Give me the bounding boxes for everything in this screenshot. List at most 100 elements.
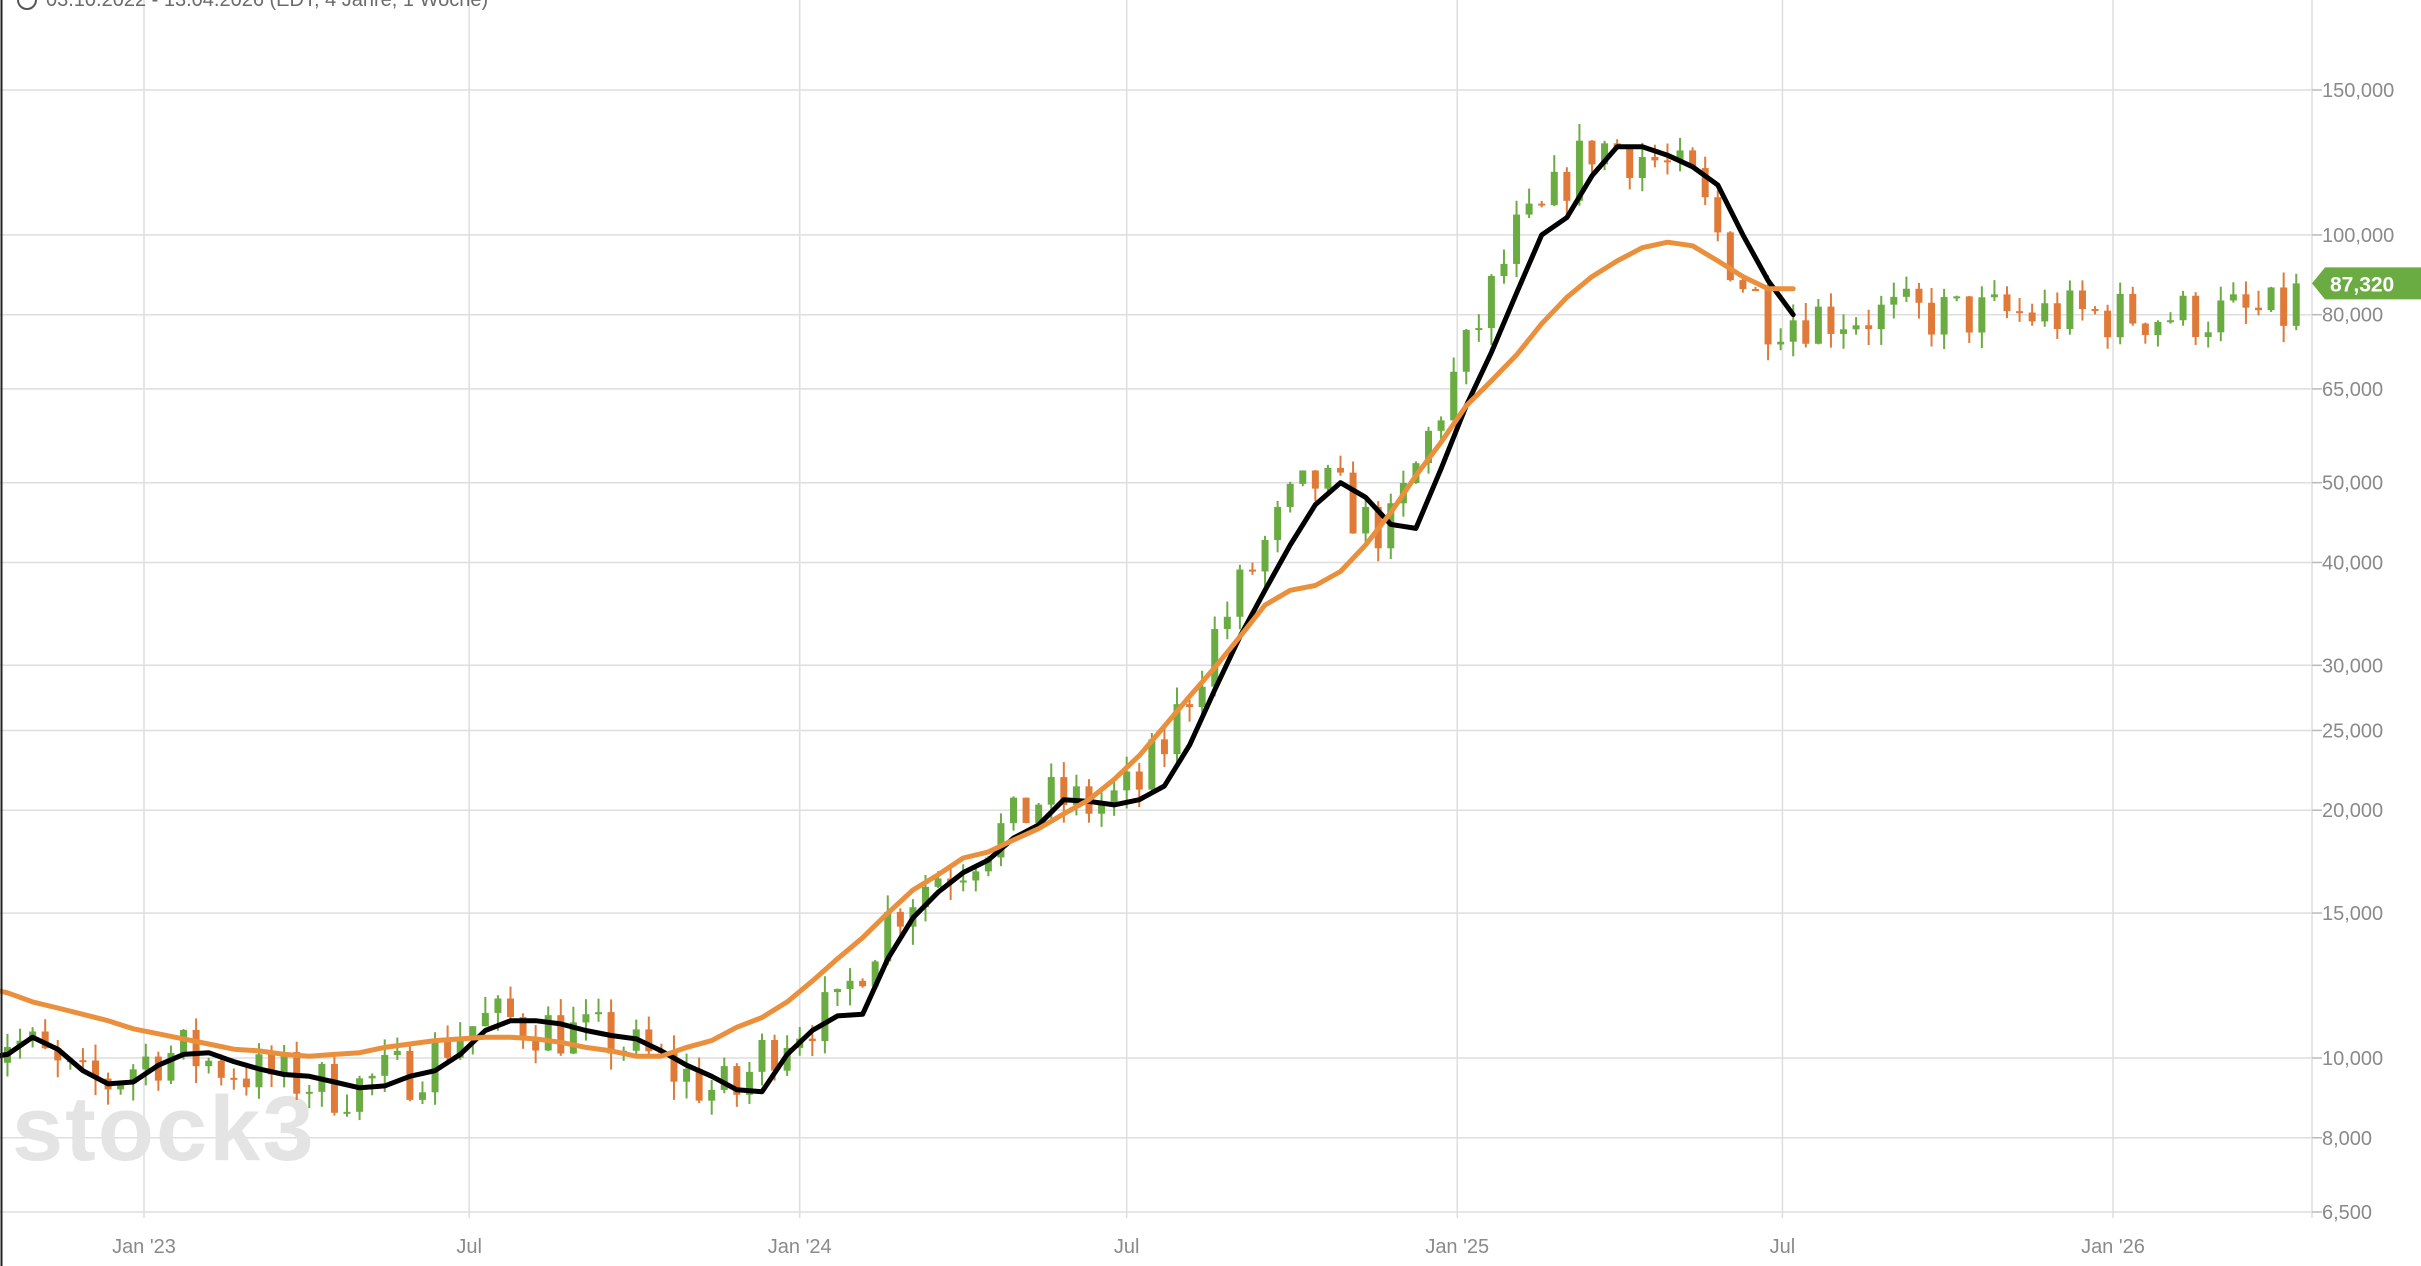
candle-up: [959, 864, 967, 892]
candle-body: [1311, 470, 1319, 489]
candle-up: [1211, 616, 1219, 697]
candle-body: [1550, 171, 1558, 206]
fast-moving-average-line: [0, 144, 1796, 1095]
candle-up: [1953, 295, 1961, 302]
y-tick-label: 150,000: [2322, 80, 2394, 102]
candle-up: [142, 1043, 150, 1086]
candle-body: [456, 1037, 464, 1058]
last-price-tag-shape: [2312, 267, 2421, 300]
candle-body: [1563, 171, 1571, 201]
candle-body: [745, 1071, 753, 1095]
candle-body: [984, 857, 992, 872]
candle-down: [1802, 303, 1810, 348]
candle-body: [293, 1052, 301, 1094]
candle-up: [997, 813, 1005, 867]
candle-down: [91, 1044, 99, 1096]
candle-up: [2204, 321, 2212, 348]
candle-body: [1777, 341, 1785, 345]
candle-body: [192, 1030, 200, 1067]
slow-moving-average-line: [0, 239, 1796, 1059]
y-tick-label: 15,000: [2322, 903, 2383, 925]
candle-up: [356, 1075, 364, 1121]
candle-body: [1840, 329, 1848, 334]
date-range-label: 03.10.2022 - 13.04.2026 (EDT, 4 Jahre, 1…: [46, 0, 488, 11]
candle-body: [833, 988, 841, 993]
candle-body: [1978, 297, 1986, 333]
candle-body: [280, 1052, 288, 1075]
candle-body: [381, 1054, 389, 1076]
candle-body: [1072, 786, 1080, 806]
candle-body: [1852, 325, 1860, 330]
candle-up: [1236, 564, 1244, 630]
x-tick-label: Jan '23: [112, 1236, 176, 1258]
candle-down: [1538, 200, 1546, 208]
candle-body: [1802, 320, 1810, 344]
candle-down: [1626, 146, 1634, 190]
candle-body: [1261, 539, 1269, 572]
candle-down: [1663, 143, 1671, 175]
candle-body: [1148, 739, 1156, 790]
candle-body: [683, 1068, 691, 1082]
candle-down: [230, 1068, 238, 1090]
candle-body: [1286, 483, 1294, 507]
candle-body: [2267, 287, 2275, 311]
candle-body: [1990, 294, 1998, 298]
candle-up: [1840, 314, 1848, 349]
candle-body: [129, 1069, 137, 1084]
candle-body: [117, 1083, 125, 1090]
candle-body: [1714, 197, 1722, 233]
x-tick-label: Jan '24: [768, 1236, 832, 1258]
candle-body: [79, 1060, 87, 1063]
candle-body: [1601, 143, 1609, 165]
candle-down: [532, 1025, 540, 1064]
candle-body: [544, 1015, 552, 1051]
candle-up: [846, 968, 854, 1006]
candle-body: [205, 1060, 213, 1067]
candle-down: [2078, 280, 2086, 321]
candle-up: [1902, 276, 1910, 302]
candle-body: [595, 1012, 603, 1015]
candle-down: [2104, 304, 2112, 349]
candle-up: [418, 1081, 426, 1105]
candle-up: [1814, 299, 1822, 345]
candle-body: [708, 1089, 716, 1101]
candle-up: [1601, 140, 1609, 171]
clock-icon: [17, 0, 37, 10]
candle-body: [1098, 802, 1106, 814]
date-range-header: 03.10.2022 - 13.04.2026 (EDT, 4 Jahre, 1…: [17, 0, 488, 11]
candle-body: [506, 998, 514, 1017]
candle-body: [1425, 430, 1433, 464]
x-tick-label: Jul: [1770, 1236, 1796, 1258]
candle-body: [997, 823, 1005, 858]
candle-body: [494, 998, 502, 1013]
candle-body: [1160, 739, 1168, 755]
candle-up: [1852, 317, 1860, 335]
y-tick-label: 50,000: [2322, 473, 2383, 495]
candle-body: [821, 992, 829, 1042]
candle-up: [758, 1033, 766, 1086]
candle-body: [1525, 203, 1533, 215]
candle-down: [1022, 797, 1030, 824]
candle-up: [2292, 273, 2300, 331]
candle-up: [972, 867, 980, 892]
candle-up: [2041, 289, 2049, 327]
candle-body: [1248, 569, 1256, 572]
candle-up: [582, 999, 590, 1041]
candle-body: [1135, 771, 1143, 790]
candle-up: [821, 976, 829, 1054]
candle-down: [506, 986, 514, 1022]
candle-body: [356, 1078, 364, 1112]
candle-up: [2166, 312, 2174, 324]
candle-body: [582, 1014, 590, 1023]
candle-body: [1663, 160, 1671, 163]
x-tick-label: Jul: [456, 1236, 482, 1258]
candle-body: [1274, 506, 1282, 540]
candle-body: [330, 1063, 338, 1113]
candle-down: [557, 999, 565, 1056]
candle-body: [2192, 295, 2200, 338]
candle-body: [2016, 311, 2024, 314]
x-tick-label: Jan '25: [1425, 1236, 1489, 1258]
candle-down: [1827, 293, 1835, 348]
